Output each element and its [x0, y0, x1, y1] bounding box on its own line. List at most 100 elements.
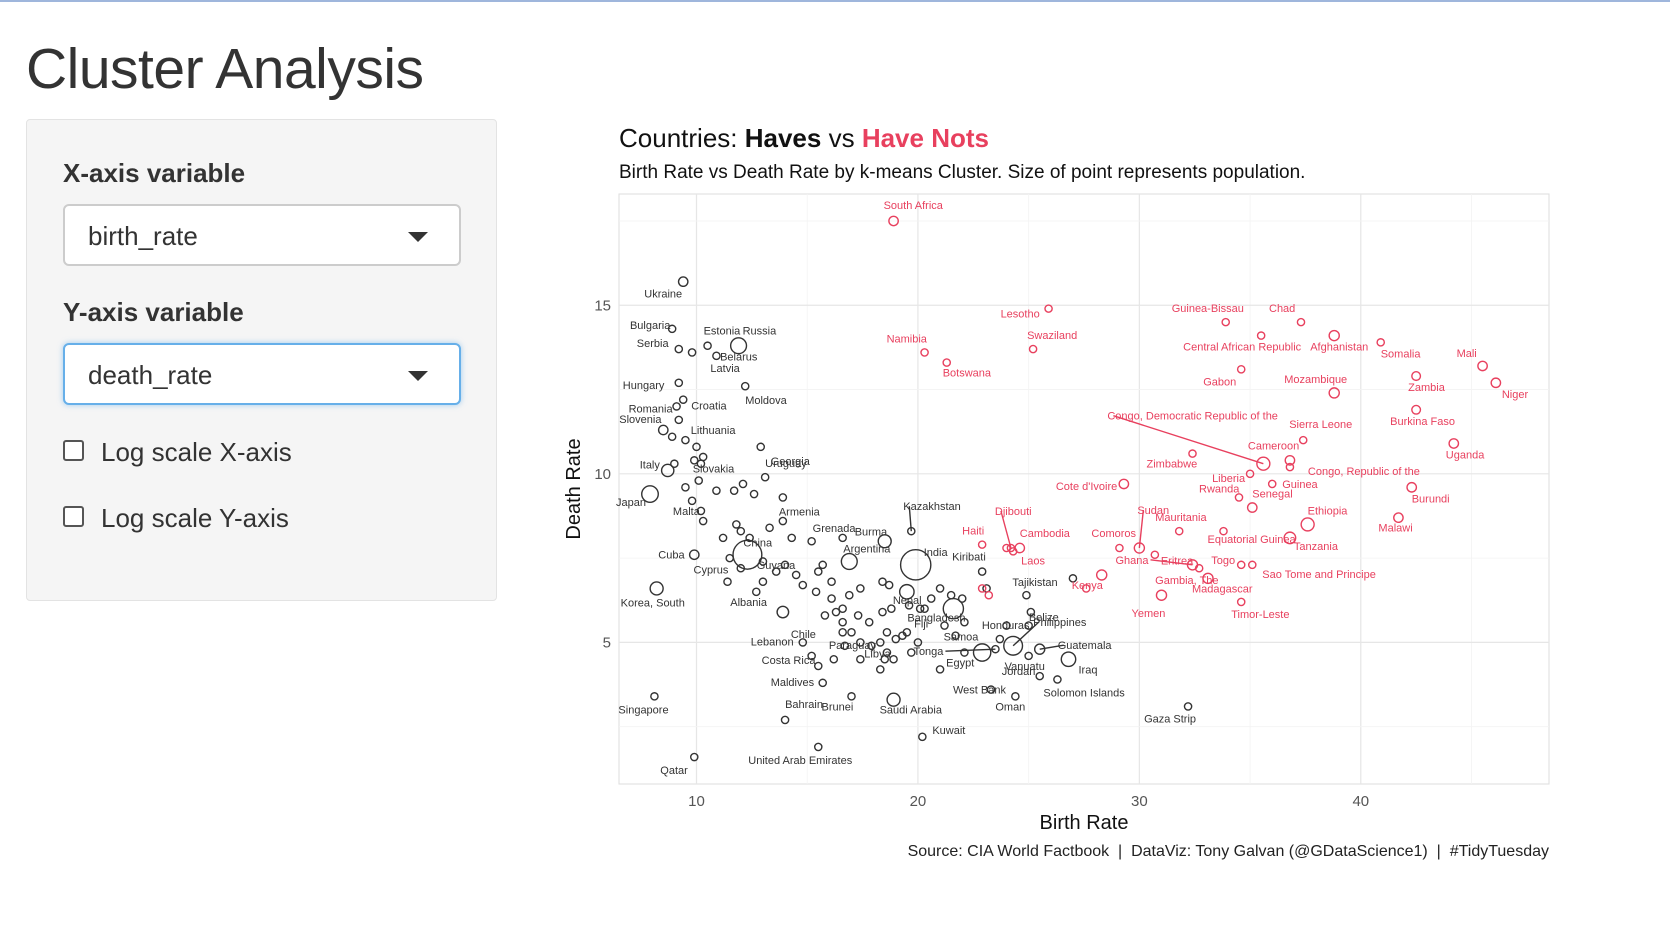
- label-eritrea: Eritrea: [1161, 556, 1194, 568]
- point-haves: [729, 486, 739, 495]
- point-haves: [891, 634, 901, 644]
- point-tanzania: [1283, 531, 1297, 545]
- point-china: [732, 539, 763, 570]
- label-gabon: Gabon: [1203, 376, 1236, 388]
- y-tick-label: 15: [594, 297, 611, 314]
- point-have-nots: [984, 590, 994, 600]
- label-slovenia: Slovenia: [619, 414, 662, 426]
- label-laos: Laos: [1021, 555, 1045, 567]
- point-haves: [844, 590, 854, 600]
- label-afghanistan: Afghanistan: [1310, 342, 1368, 354]
- point-haves: [696, 459, 706, 469]
- point-west-bank: [986, 685, 996, 694]
- point-singapore: [650, 692, 659, 701]
- point-maldives: [818, 678, 828, 688]
- label-bulgaria: Bulgaria: [630, 320, 671, 332]
- point-honduras: [995, 634, 1005, 644]
- log-x-checkbox-label: Log scale X-axis: [101, 437, 292, 467]
- point-kenya: [1095, 569, 1108, 581]
- point-mauritania: [1174, 526, 1184, 536]
- label-mauritania: Mauritania: [1155, 512, 1207, 524]
- point-japan: [641, 485, 659, 504]
- point-chad: [1296, 317, 1306, 327]
- point-albania: [751, 587, 761, 597]
- point-uruguay: [760, 472, 770, 482]
- point-haves: [758, 577, 768, 587]
- label-nepal: Nepal: [893, 595, 922, 607]
- point-vanuatu: [1024, 651, 1033, 661]
- point-haves: [681, 483, 690, 492]
- label-bahrain: Bahrain: [785, 699, 823, 711]
- label-zambia: Zambia: [1408, 382, 1446, 394]
- point-slovakia: [694, 476, 704, 485]
- y-axis-title: Death Rate: [563, 438, 585, 539]
- label-kiribati: Kiribati: [952, 552, 986, 564]
- chart-caption: Source: CIA World Factbook | DataViz: To…: [908, 843, 1549, 860]
- label-timor-leste: Timor-Leste: [1231, 609, 1289, 621]
- point-haves: [798, 580, 808, 590]
- point-haves: [736, 526, 746, 536]
- point-russia: [729, 337, 748, 355]
- label-yemen: Yemen: [1132, 608, 1166, 620]
- label-burundi: Burundi: [1412, 493, 1450, 505]
- label-niger: Niger: [1502, 389, 1529, 401]
- x-tick-label: 10: [688, 793, 705, 810]
- label-congo-democratic-republic-of-the: Congo, Democratic Republic of the: [1107, 411, 1278, 423]
- label-india: India: [924, 547, 949, 559]
- point-haves: [780, 560, 790, 570]
- point-haves: [829, 654, 839, 664]
- point-haves: [838, 627, 847, 637]
- grid-lines: [619, 194, 1549, 784]
- point-malawi: [1393, 512, 1404, 524]
- point-haves: [867, 641, 876, 651]
- label-guatemala: Guatemala: [1058, 640, 1113, 652]
- label-cambodia: Cambodia: [1020, 528, 1071, 540]
- point-haves: [875, 638, 885, 647]
- point-rwanda: [1234, 493, 1244, 502]
- point-haves: [926, 594, 936, 603]
- point-senegal: [1246, 502, 1258, 513]
- point-haves: [838, 604, 847, 613]
- point-romania: [672, 402, 681, 411]
- label-cameroon: Cameroon: [1248, 440, 1299, 452]
- label-kazakhstan: Kazakhstan: [903, 501, 960, 513]
- log-y-checkbox[interactable]: [63, 506, 84, 527]
- label-italy: Italy: [640, 459, 661, 471]
- label-latvia: Latvia: [710, 363, 740, 375]
- label-swaziland: Swaziland: [1027, 330, 1077, 342]
- log-x-checkbox[interactable]: [63, 440, 84, 461]
- point-haves: [935, 665, 945, 674]
- point-haves: [827, 594, 836, 603]
- leader-ghana: [1150, 559, 1193, 566]
- label-kuwait: Kuwait: [932, 725, 965, 737]
- point-eritrea: [1150, 550, 1160, 560]
- chevron-down-icon: [408, 371, 428, 381]
- point-mali: [1477, 360, 1488, 372]
- label-ukraine: Ukraine: [644, 289, 682, 301]
- x-axis-label: X-axis variable: [63, 158, 246, 188]
- point-lebanon: [798, 638, 808, 647]
- point-haves: [791, 570, 801, 580]
- label-belarus: Belarus: [720, 351, 758, 363]
- point-haves: [778, 516, 788, 526]
- x-tick-label: 20: [910, 793, 927, 810]
- point-haves: [670, 459, 679, 469]
- label-moldova: Moldova: [745, 395, 787, 407]
- point-haves: [960, 617, 969, 627]
- y-axis-select[interactable]: death_rate: [63, 343, 461, 405]
- point-have-nots: [1002, 543, 1011, 553]
- label-botswana: Botswana: [943, 368, 992, 380]
- point-haves: [749, 489, 759, 499]
- point-haves: [880, 654, 890, 664]
- label-jordan: Jordan: [1002, 666, 1036, 678]
- point-bangladesh: [942, 597, 965, 620]
- point-haves: [820, 611, 830, 620]
- point-italy: [660, 463, 675, 478]
- point-burma: [877, 534, 892, 549]
- point-haves: [940, 621, 949, 630]
- point-haves: [884, 580, 894, 590]
- chart-title-prefix: Countries:: [619, 123, 745, 153]
- x-axis-select[interactable]: birth_rate: [63, 204, 461, 266]
- point-niger: [1490, 377, 1502, 389]
- label-costa-rica: Costa Rica: [762, 655, 817, 667]
